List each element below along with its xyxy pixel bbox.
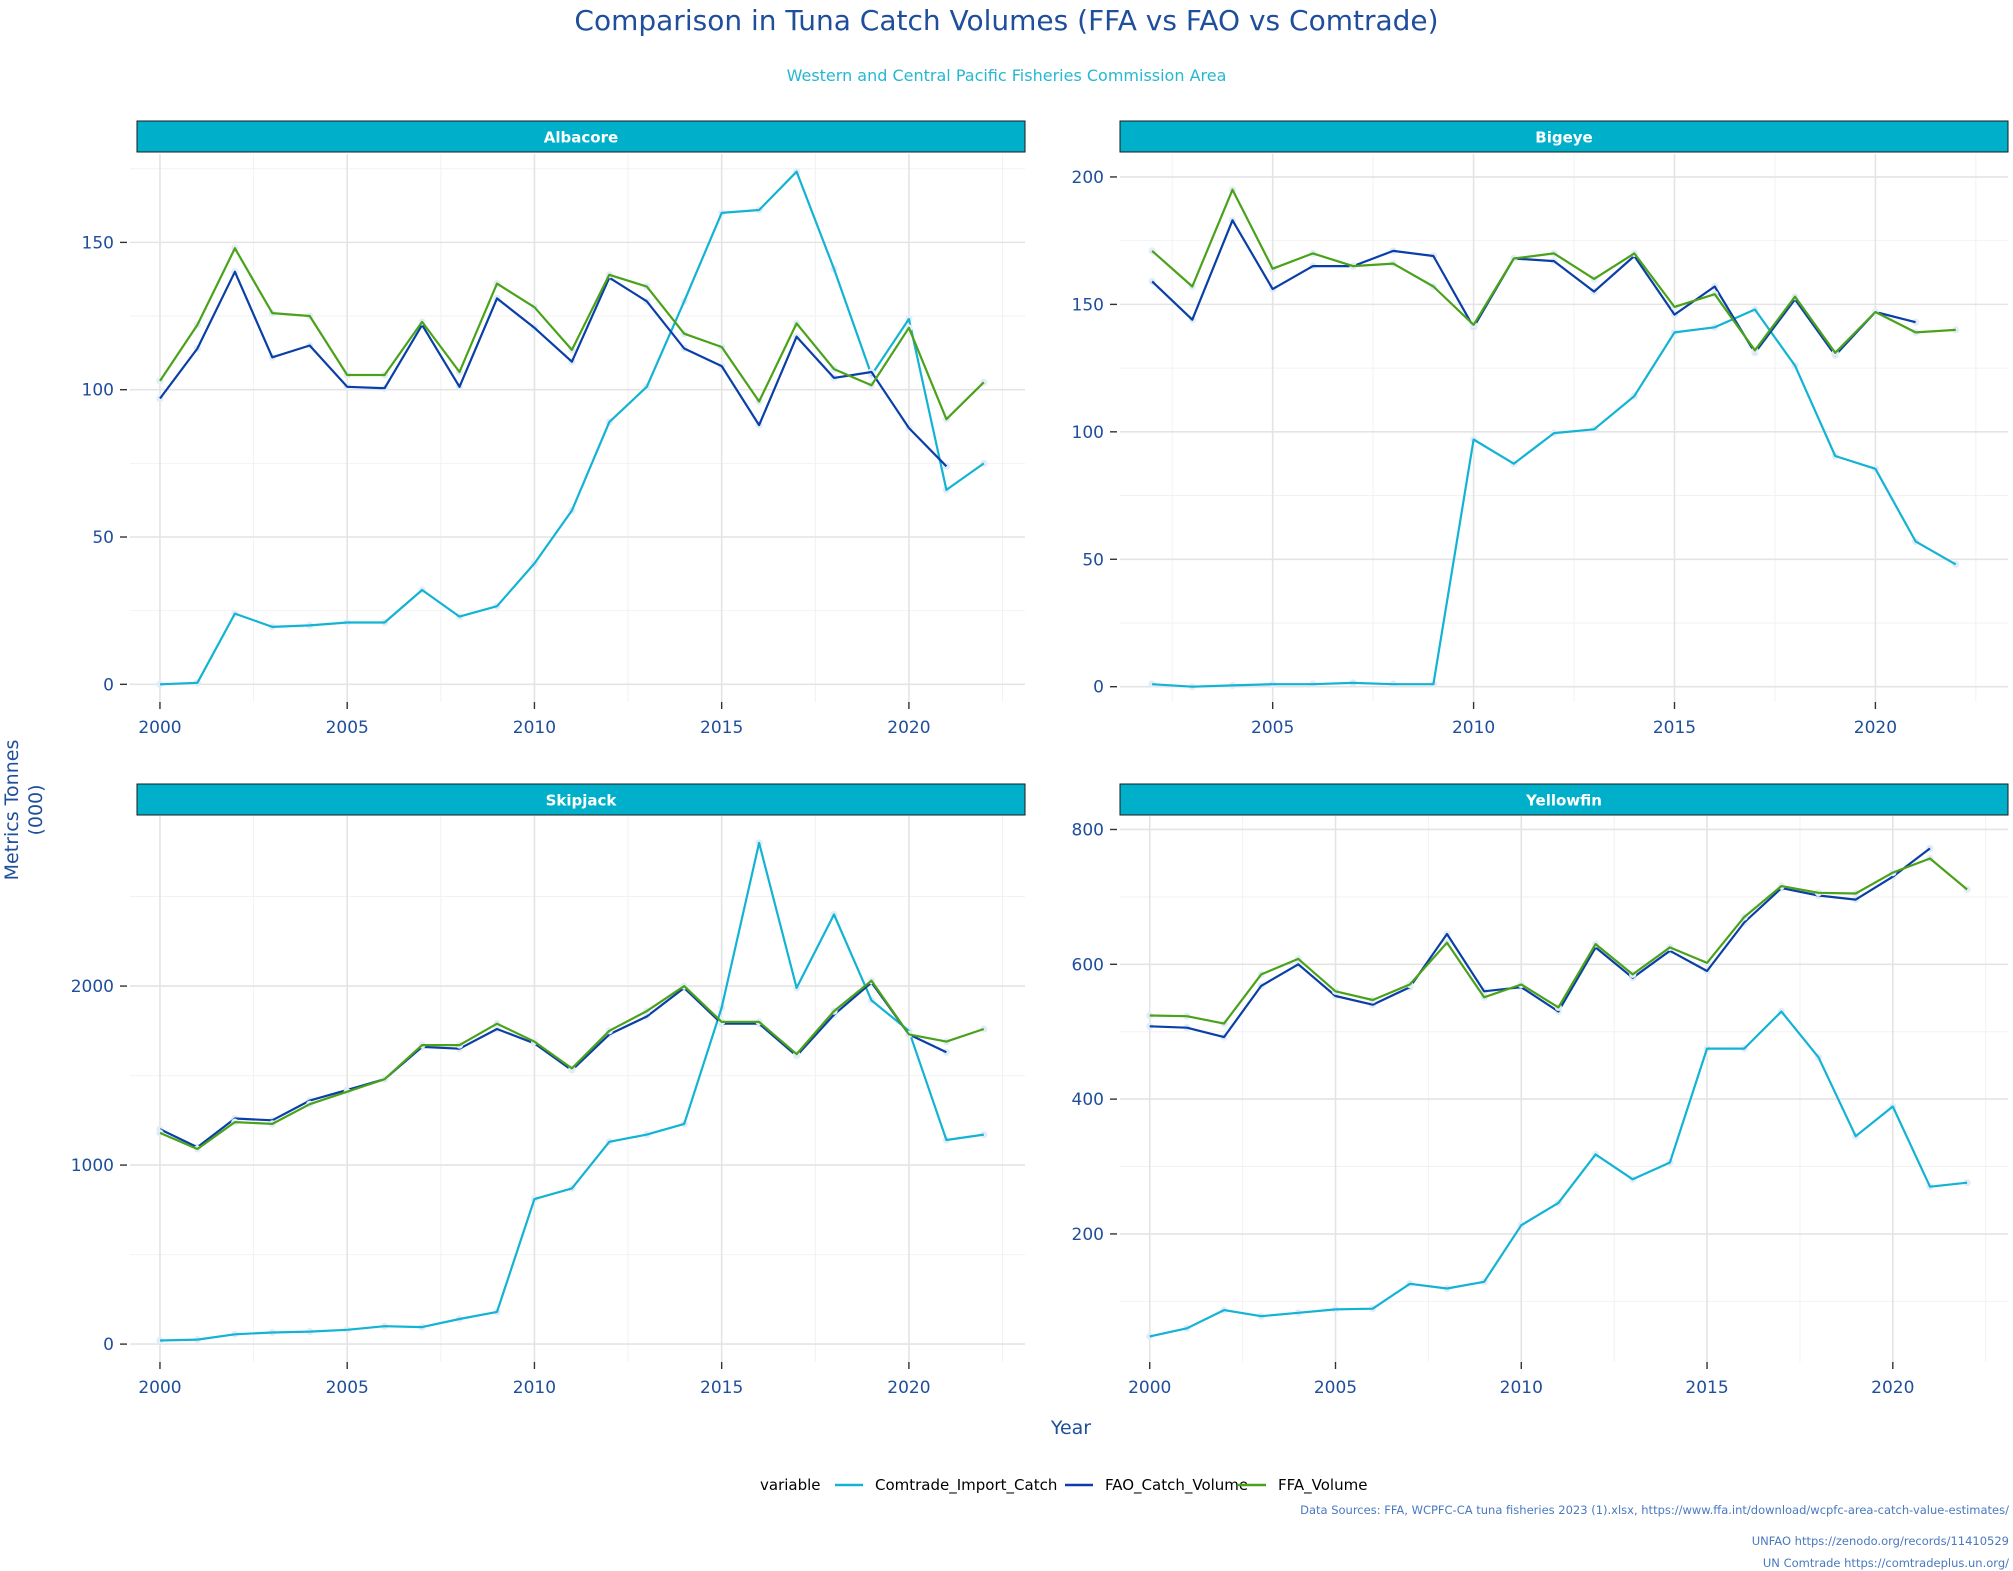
x-tick-label: 2015	[700, 1378, 743, 1398]
y-axis-label-line-2: (000)	[25, 784, 47, 835]
y-tick-label: 800	[1072, 820, 1104, 840]
y-tick-label: 0	[103, 675, 114, 695]
y-tick-label: 0	[103, 1335, 114, 1355]
series-line-comtrade-import-catch	[159, 170, 985, 686]
point-comtrade-import-catch	[1963, 1179, 1971, 1187]
y-tick-label: 150	[1072, 295, 1104, 315]
facet-strip	[1119, 120, 2009, 153]
x-tick-label: 2015	[1653, 718, 1696, 738]
y-tick-label: 2000	[71, 977, 114, 997]
series-line-comtrade-import-catch	[159, 841, 984, 1342]
facet-strip-label: Yellowfin	[1525, 792, 1602, 810]
chart-subtitle: Western and Central Pacific Fisheries Co…	[786, 66, 1227, 85]
legend-label-fao-catch-volume: FAO_Catch_Volume	[1105, 1476, 1248, 1495]
y-tick-label: 1000	[71, 1156, 114, 1176]
y-tick-label: 600	[1072, 955, 1104, 975]
y-tick-label: 50	[1082, 550, 1104, 570]
x-tick-label: 2000	[138, 718, 181, 738]
point-comtrade-import-catch	[980, 1131, 988, 1139]
series-line-ffa-volume	[1149, 857, 1968, 1025]
x-tick-label: 2020	[887, 718, 930, 738]
facet-strip-label: Skipjack	[546, 792, 618, 810]
legend-label-ffa-volume: FFA_Volume	[1278, 1476, 1367, 1495]
x-tick-label: 2005	[326, 1378, 369, 1398]
series-line-fao-catch-volume	[159, 270, 948, 468]
legend-title: variable	[760, 1476, 821, 1494]
x-tick-label: 2010	[1452, 718, 1495, 738]
y-axis-label-line-1: Metrics Tonnes	[1, 740, 23, 881]
x-tick-label: 2020	[1871, 1378, 1914, 1398]
y-tick-label: 100	[1072, 423, 1104, 443]
panel-yellowfin: Yellowfin 2000 2005 2010 2015 2020 200 400 600 80…	[1072, 783, 2009, 1398]
y-tick-label: 150	[82, 233, 114, 253]
series-line-comtrade-import-catch	[1149, 1010, 1968, 1338]
x-tick-label: 2005	[1251, 718, 1294, 738]
x-tick-label: 2010	[513, 718, 556, 738]
legend: variable Comtrade_Import_Catch FAO_Catch_…	[760, 1476, 1367, 1495]
panel-skipjack: Skipjack 2000 2005 2010 2015 2020 0 1000 2000	[71, 783, 1026, 1398]
source-line-3: UN Comtrade https://comtradeplus.un.org/	[1762, 1556, 2009, 1570]
x-axis-label: Year	[1050, 1417, 1091, 1439]
x-tick-label: 2000	[1128, 1378, 1171, 1398]
facet-strip-label: Bigeye	[1535, 129, 1592, 147]
y-tick-label: 100	[82, 381, 114, 401]
y-tick-label: 200	[1072, 1225, 1104, 1245]
x-tick-label: 2005	[326, 718, 369, 738]
source-line-2: UNFAO https://zenodo.org/records/1141052…	[1751, 1534, 2009, 1548]
y-tick-label: 0	[1093, 678, 1104, 698]
series-line-fao-catch-volume	[1151, 219, 1916, 357]
x-tick-label: 2020	[887, 1378, 930, 1398]
point-comtrade-import-catch	[156, 1336, 164, 1345]
y-tick-label: 50	[92, 528, 114, 548]
point-comtrade-import-catch	[156, 680, 164, 688]
legend-label-comtrade-import-catch: Comtrade_Import_Catch	[875, 1476, 1057, 1495]
chart-title: Comparison in Tuna Catch Volumes (FFA vs…	[574, 4, 1439, 37]
y-tick-label: 200	[1072, 168, 1104, 188]
panel-albacore: Albacore 2000 2005 2010 2015 2020 0 50 100 150	[82, 120, 1026, 738]
series-line-fao-catch-volume	[159, 981, 947, 1149]
x-tick-label: 2000	[138, 1378, 181, 1398]
y-tick-label: 400	[1072, 1090, 1104, 1110]
facet-strip	[136, 120, 1026, 153]
x-tick-label: 2015	[1685, 1378, 1728, 1398]
x-tick-label: 2010	[1500, 1378, 1543, 1398]
x-tick-label: 2010	[513, 1378, 556, 1398]
facet-strip-label: Albacore	[544, 129, 618, 147]
series-line-comtrade-import-catch	[1152, 308, 1957, 688]
x-tick-label: 2005	[1314, 1378, 1357, 1398]
facet-strip	[1119, 783, 2009, 816]
x-tick-label: 2020	[1854, 718, 1897, 738]
x-tick-label: 2015	[700, 718, 743, 738]
series-line-ffa-volume	[1151, 188, 1956, 354]
series-line-ffa-volume	[159, 247, 985, 421]
series-line-ffa-volume	[159, 979, 985, 1151]
facet-strip	[136, 783, 1026, 816]
panel-bigeye: Bigeye 2005 2010 2015 2020 0 50 100 150 200	[1072, 120, 2009, 738]
series-line-fao-catch-volume	[1149, 847, 1931, 1039]
source-line-1: Data Sources: FFA, WCPFC-CA tuna fisheri…	[1300, 1503, 2009, 1517]
